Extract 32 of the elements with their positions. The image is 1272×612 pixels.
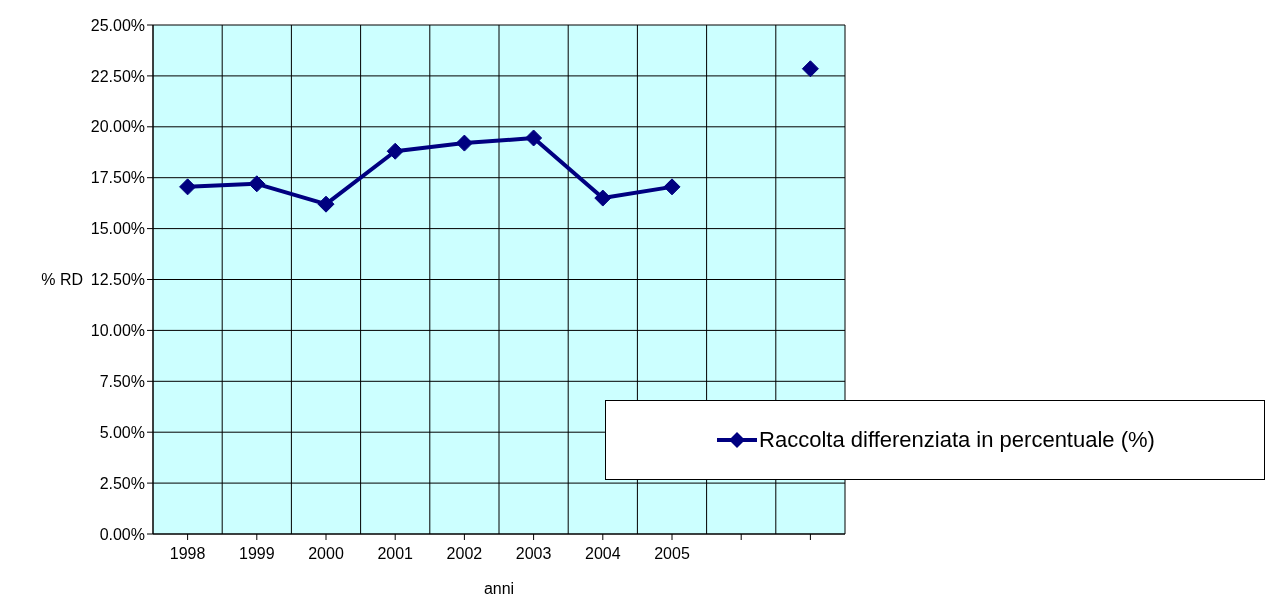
point <box>525 129 543 147</box>
x-axis-title: anni <box>483 580 515 597</box>
point <box>248 175 266 193</box>
y-tick-label: 20.00% <box>90 118 145 136</box>
point <box>386 142 404 160</box>
point <box>455 134 473 152</box>
point <box>663 178 681 196</box>
y-tick-label: 17.50% <box>90 169 145 187</box>
x-tick-label: 2003 <box>515 545 552 563</box>
legend-label: Raccolta differenziata in percentuale (%) <box>759 427 1155 453</box>
point <box>801 60 819 78</box>
point <box>317 195 335 213</box>
x-tick-label: 2004 <box>585 545 621 563</box>
y-tick-label: 15.00% <box>90 220 145 238</box>
legend-box: Raccolta differenziata in percentuale (%) <box>605 400 1265 480</box>
y-tick-label: 0.00% <box>99 525 145 543</box>
y-tick-label: 2.50% <box>99 474 145 492</box>
x-tick-label: 2005 <box>654 545 690 563</box>
x-tick-label: 1999 <box>239 545 275 563</box>
y-tick-label: 10.00% <box>90 322 145 340</box>
y-tick-label: 22.50% <box>90 67 145 85</box>
y-axis-title: % RD <box>41 271 83 289</box>
y-tick-label: 7.50% <box>99 372 145 390</box>
y-tick-label: 12.50% <box>90 271 145 289</box>
x-tick-label: 2002 <box>446 545 483 563</box>
x-tick-label: 1998 <box>169 545 206 563</box>
point <box>179 178 197 196</box>
y-tick-label: 5.00% <box>99 423 145 441</box>
x-tick-label: 2000 <box>308 545 344 563</box>
x-tick-label: 2001 <box>377 545 414 563</box>
y-tick-label: 25.00% <box>90 16 145 34</box>
point <box>594 189 612 207</box>
